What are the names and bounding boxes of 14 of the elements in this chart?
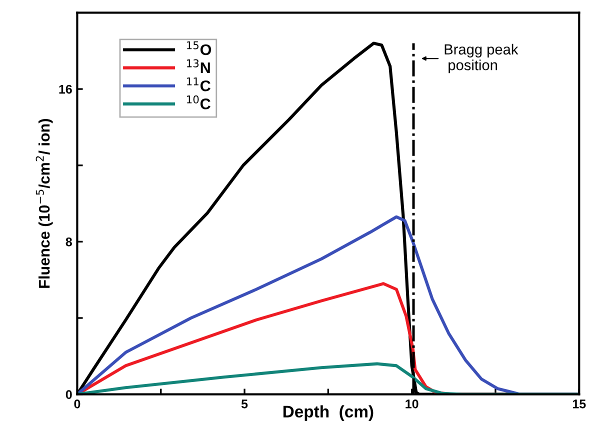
x-tick-label: 10: [406, 400, 418, 408]
legend-label: $^{10}$C: [187, 95, 210, 110]
legend-label: $^{15}$O: [187, 41, 212, 56]
x-tick-label: 0: [74, 400, 80, 408]
legend-label: $^{13}$N: [187, 59, 210, 74]
legend-label: $^{11}$C: [187, 77, 210, 92]
y-tick-label: 16: [59, 84, 72, 94]
ref-line-label: Bragg peak position: [444, 44, 518, 74]
y-tick-label: 8: [66, 237, 72, 246]
x-tick-label: 5: [241, 400, 248, 408]
x-tick-label: 15: [572, 400, 586, 408]
y-tick-label: 0: [66, 390, 72, 399]
x-axis-title: Depth (cm): [283, 405, 374, 421]
y-axis-title: Fluence (10$^{−5}$/cm$^{2}$/ ion): [36, 119, 53, 288]
